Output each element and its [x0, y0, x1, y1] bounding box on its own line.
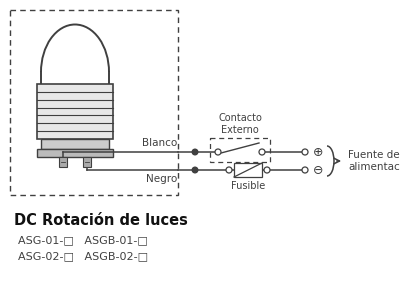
Text: Blanco: Blanco: [142, 138, 177, 148]
Circle shape: [215, 149, 221, 155]
Text: ⊕: ⊕: [313, 146, 324, 158]
Bar: [10, 10, 178, 195]
Text: ASG-01-□   ASGB-01-□: ASG-01-□ ASGB-01-□: [18, 235, 148, 245]
Circle shape: [226, 167, 232, 173]
Circle shape: [192, 167, 198, 173]
Text: ASG-02-□   ASGB-02-□: ASG-02-□ ASGB-02-□: [18, 251, 148, 261]
Text: Contacto
Externo: Contacto Externo: [218, 112, 262, 135]
Text: Fusible: Fusible: [231, 181, 265, 191]
Circle shape: [302, 167, 308, 173]
Bar: [37, 84, 113, 139]
Bar: [41, 139, 109, 149]
Bar: [210, 138, 270, 162]
Circle shape: [192, 149, 198, 155]
Circle shape: [302, 149, 308, 155]
Bar: [234, 163, 262, 177]
Bar: [83, 157, 91, 167]
Text: ⊖: ⊖: [313, 164, 324, 176]
Bar: [59, 157, 67, 167]
Circle shape: [264, 167, 270, 173]
Text: DC Rotación de luces: DC Rotación de luces: [14, 213, 188, 228]
Text: Fuente de
alimentación: Fuente de alimentación: [348, 150, 400, 172]
Circle shape: [259, 149, 265, 155]
Text: Negro: Negro: [146, 174, 177, 184]
Bar: [37, 149, 113, 157]
